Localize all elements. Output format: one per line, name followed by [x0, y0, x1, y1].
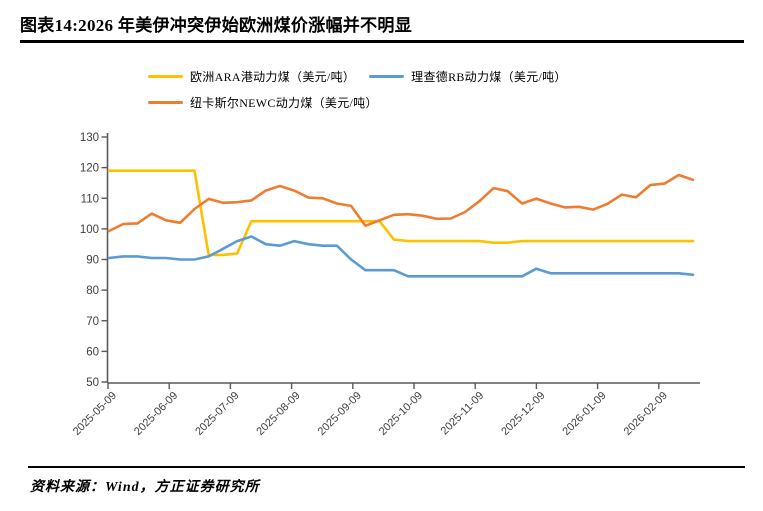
x-axis-tick-label: 2025-05-09 — [71, 390, 119, 438]
legend-swatch-newc — [148, 100, 183, 105]
y-axis-tick-label: 100 — [80, 224, 99, 236]
legend-swatch-rb — [369, 74, 405, 79]
x-axis-tick-label: 2025-08-09 — [254, 390, 302, 438]
y-axis-tick-label: 60 — [86, 346, 99, 358]
page-title: 图表14:2026 年美伊冲突伊始欧洲煤价涨幅并不明显 — [20, 16, 413, 35]
x-axis-tick-label: 2025-11-09 — [439, 390, 487, 438]
y-axis-tick-label: 80 — [86, 285, 99, 297]
legend-row-1: 欧洲ARA港动力煤（美元/吨） 理查德RB动力煤（美元/吨） — [148, 68, 581, 85]
y-axis-tick-label: 130 — [80, 132, 99, 144]
x-axis-tick-label: 2025-10-09 — [377, 390, 425, 438]
y-axis-tick-label: 90 — [86, 255, 99, 267]
line-ara-yellow — [107, 169, 695, 257]
legend-item-newc: 纽卡斯尔NEWC动力煤（美元/吨） — [148, 94, 378, 111]
x-axis-tick-label: 2026-01-09 — [560, 390, 608, 438]
legend-item-rb: 理查德RB动力煤（美元/吨） — [369, 68, 567, 85]
legend-label-ara: 欧洲ARA港动力煤（美元/吨） — [190, 70, 356, 84]
legend-row-2: 纽卡斯尔NEWC动力煤（美元/吨） — [148, 94, 581, 111]
line-rb-blue — [107, 235, 695, 278]
y-axis-tick-label: 50 — [86, 377, 99, 389]
y-axis-tick-label: 110 — [81, 193, 99, 205]
line-newc-orange — [107, 173, 695, 233]
x-axis-tick-label: 2026-02-09 — [622, 390, 670, 438]
legend-item-ara: 欧洲ARA港动力煤（美元/吨） — [148, 68, 355, 85]
legend-label-rb: 理查德RB动力煤（美元/吨） — [411, 70, 567, 84]
legend-swatch-ara — [148, 74, 183, 79]
legend-label-newc: 纽卡斯尔NEWC动力煤（美元/吨） — [190, 96, 378, 110]
title-underline — [20, 40, 744, 43]
x-axis-tick-label: 2025-06-09 — [132, 390, 180, 438]
y-axis-tick-label: 120 — [80, 163, 99, 175]
chart-legend: 欧洲ARA港动力煤（美元/吨） 理查德RB动力煤（美元/吨） 纽卡斯尔NEWC动… — [148, 68, 581, 120]
footer-divider — [28, 466, 745, 468]
x-axis-tick-label: 2025-07-09 — [193, 390, 241, 438]
x-axis-tick-label: 2025-12-09 — [499, 390, 547, 438]
source-note: 资料来源：Wind，方正证券研究所 — [30, 480, 260, 495]
y-axis-tick-label: 70 — [86, 316, 99, 328]
x-axis-tick-label: 2025-09-09 — [316, 390, 364, 438]
